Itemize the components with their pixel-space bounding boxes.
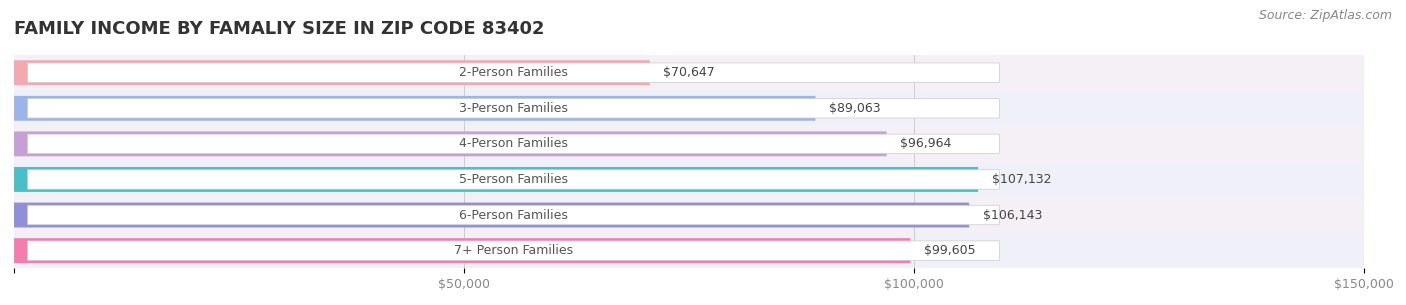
Bar xyxy=(14,126,1364,162)
FancyBboxPatch shape xyxy=(28,99,1000,118)
FancyBboxPatch shape xyxy=(14,131,887,156)
Text: $107,132: $107,132 xyxy=(991,173,1052,186)
Text: FAMILY INCOME BY FAMALIY SIZE IN ZIP CODE 83402: FAMILY INCOME BY FAMALIY SIZE IN ZIP COD… xyxy=(14,20,544,38)
FancyBboxPatch shape xyxy=(14,60,650,85)
Text: 7+ Person Families: 7+ Person Families xyxy=(454,244,574,257)
Text: 2-Person Families: 2-Person Families xyxy=(458,66,568,79)
Text: Source: ZipAtlas.com: Source: ZipAtlas.com xyxy=(1258,9,1392,22)
Text: $70,647: $70,647 xyxy=(664,66,716,79)
FancyBboxPatch shape xyxy=(14,238,910,263)
FancyBboxPatch shape xyxy=(28,205,1000,225)
Bar xyxy=(14,197,1364,233)
Text: $96,964: $96,964 xyxy=(900,137,952,150)
Bar xyxy=(14,91,1364,126)
Text: 5-Person Families: 5-Person Families xyxy=(458,173,568,186)
Text: 6-Person Families: 6-Person Families xyxy=(458,209,568,221)
FancyBboxPatch shape xyxy=(28,170,1000,189)
Text: 4-Person Families: 4-Person Families xyxy=(458,137,568,150)
Bar xyxy=(14,162,1364,197)
FancyBboxPatch shape xyxy=(28,63,1000,82)
Text: $106,143: $106,143 xyxy=(983,209,1042,221)
Text: 3-Person Families: 3-Person Families xyxy=(458,102,568,115)
Bar xyxy=(14,233,1364,268)
Text: $99,605: $99,605 xyxy=(924,244,976,257)
FancyBboxPatch shape xyxy=(28,241,1000,260)
FancyBboxPatch shape xyxy=(14,203,969,228)
FancyBboxPatch shape xyxy=(14,96,815,121)
Bar xyxy=(14,55,1364,91)
FancyBboxPatch shape xyxy=(14,167,979,192)
FancyBboxPatch shape xyxy=(28,134,1000,154)
Text: $89,063: $89,063 xyxy=(830,102,880,115)
